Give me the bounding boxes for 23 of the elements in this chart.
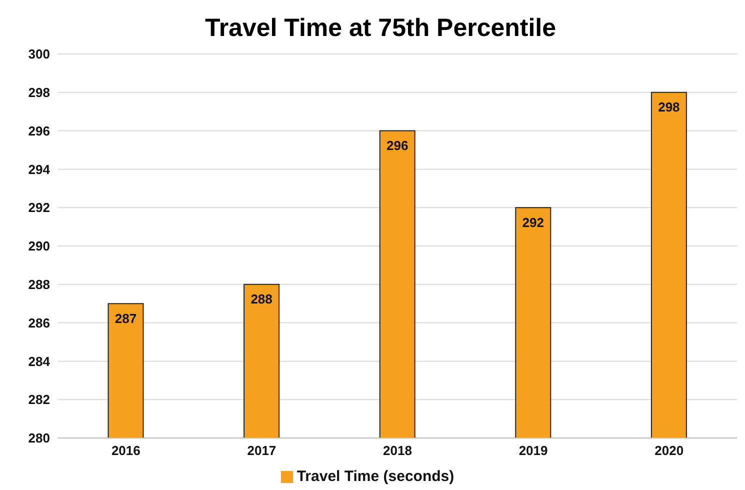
y-tick-label: 300: [28, 46, 50, 62]
y-tick-label: 298: [28, 85, 50, 100]
chart-title: Travel Time at 75th Percentile: [204, 13, 558, 44]
y-tick-label: 284: [28, 354, 51, 369]
x-tick-label: 2020: [654, 443, 684, 458]
y-tick-label: 292: [28, 200, 50, 216]
y-tick-label: 282: [28, 392, 50, 408]
x-tick-label: 2018: [383, 443, 412, 458]
data-label: 287: [114, 310, 137, 326]
y-tick-label: 296: [28, 123, 50, 138]
x-tick-label: 2017: [247, 443, 276, 458]
x-tick-label: 2016: [111, 443, 140, 458]
x-tick-label: 2019: [518, 443, 548, 458]
y-tick-label: 286: [28, 315, 50, 330]
data-label: 292: [522, 214, 544, 230]
y-tick-label: 280: [28, 430, 50, 446]
data-label: 298: [658, 100, 680, 115]
data-label: 296: [386, 138, 408, 154]
y-tick-label: 288: [28, 277, 50, 292]
data-label: 288: [250, 292, 272, 307]
legend-label: Travel Time (seconds): [296, 468, 454, 485]
y-tick-label: 290: [28, 238, 50, 254]
y-tick-label: 294: [28, 162, 51, 177]
